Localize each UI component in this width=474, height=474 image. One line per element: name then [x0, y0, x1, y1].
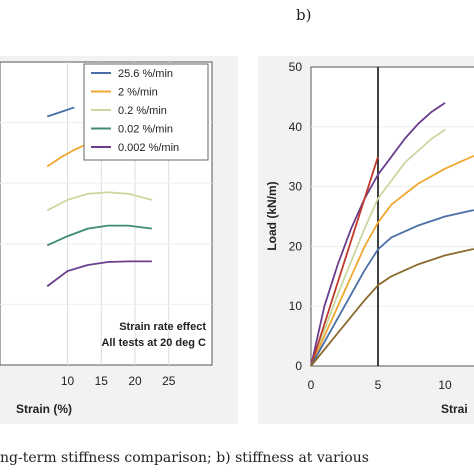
right-y-tick-labels: 0 10 20 30 40 50	[289, 60, 303, 373]
right-series-line	[310, 209, 474, 367]
left-x-tick-label: 25	[162, 374, 176, 388]
annotation-line-1: Strain rate effect	[119, 321, 206, 333]
right-y-tick-label: 30	[289, 180, 303, 194]
left-series-line	[46, 106, 75, 118]
right-series-lines	[310, 102, 474, 367]
right-x-tick-label: 10	[438, 378, 452, 392]
legend-box	[83, 63, 209, 161]
legend-entry-label: 0.02 %/min	[118, 124, 173, 136]
legend: 25.6 %/min 2 %/min 0.2 %/min 0.02 %/min 0.00…	[83, 63, 209, 161]
legend-entry-label: 25.6 %/min	[118, 68, 173, 80]
left-x-tick-label: 15	[95, 374, 109, 388]
right-chart-panel: 0 5 10 0 10 20 30 40 50 Load (kN/m) Strai	[258, 56, 474, 424]
left-series-line	[46, 224, 152, 247]
left-x-axis-title: Strain (%)	[16, 402, 72, 416]
right-y-axis-title: Load (kN/m)	[265, 181, 279, 250]
right-x-tick-labels: 0 5 10	[308, 378, 452, 392]
panel-letter-b: b)	[296, 6, 311, 24]
right-y-tick-label: 10	[289, 299, 303, 313]
figure-caption: ng-term stiffness comparison; b) stiffne…	[0, 450, 369, 466]
right-series-line	[310, 156, 379, 367]
legend-entry-label: 0.2 %/min	[118, 105, 167, 117]
annotation-line-2: All tests at 20 deg C	[101, 337, 206, 349]
left-chart-panel: 10 15 20 25 Strain (%) 25.6 %/min 2 %/min 0.2…	[0, 56, 238, 424]
right-series-line	[310, 248, 474, 367]
right-y-tick-label: 50	[289, 60, 303, 74]
left-x-tick-labels: 10 15 20 25	[61, 374, 176, 388]
right-series-line	[310, 155, 474, 367]
left-series-line	[46, 191, 153, 212]
legend-entry-label: 0.002 %/min	[118, 142, 179, 154]
left-x-tick-label: 10	[61, 374, 75, 388]
legend-entry-label: 2 %/min	[118, 87, 158, 99]
right-x-axis-title: Strai	[441, 402, 468, 416]
right-y-tick-label: 40	[289, 120, 303, 134]
right-y-tick-label: 20	[289, 239, 303, 253]
right-series-line	[310, 102, 446, 367]
left-series-line	[46, 260, 152, 287]
right-y-tick-label: 0	[295, 359, 302, 373]
right-x-tick-label: 0	[308, 378, 315, 392]
left-x-tick-label: 20	[128, 374, 142, 388]
right-x-tick-label: 5	[375, 378, 382, 392]
right-series-line	[310, 129, 446, 367]
